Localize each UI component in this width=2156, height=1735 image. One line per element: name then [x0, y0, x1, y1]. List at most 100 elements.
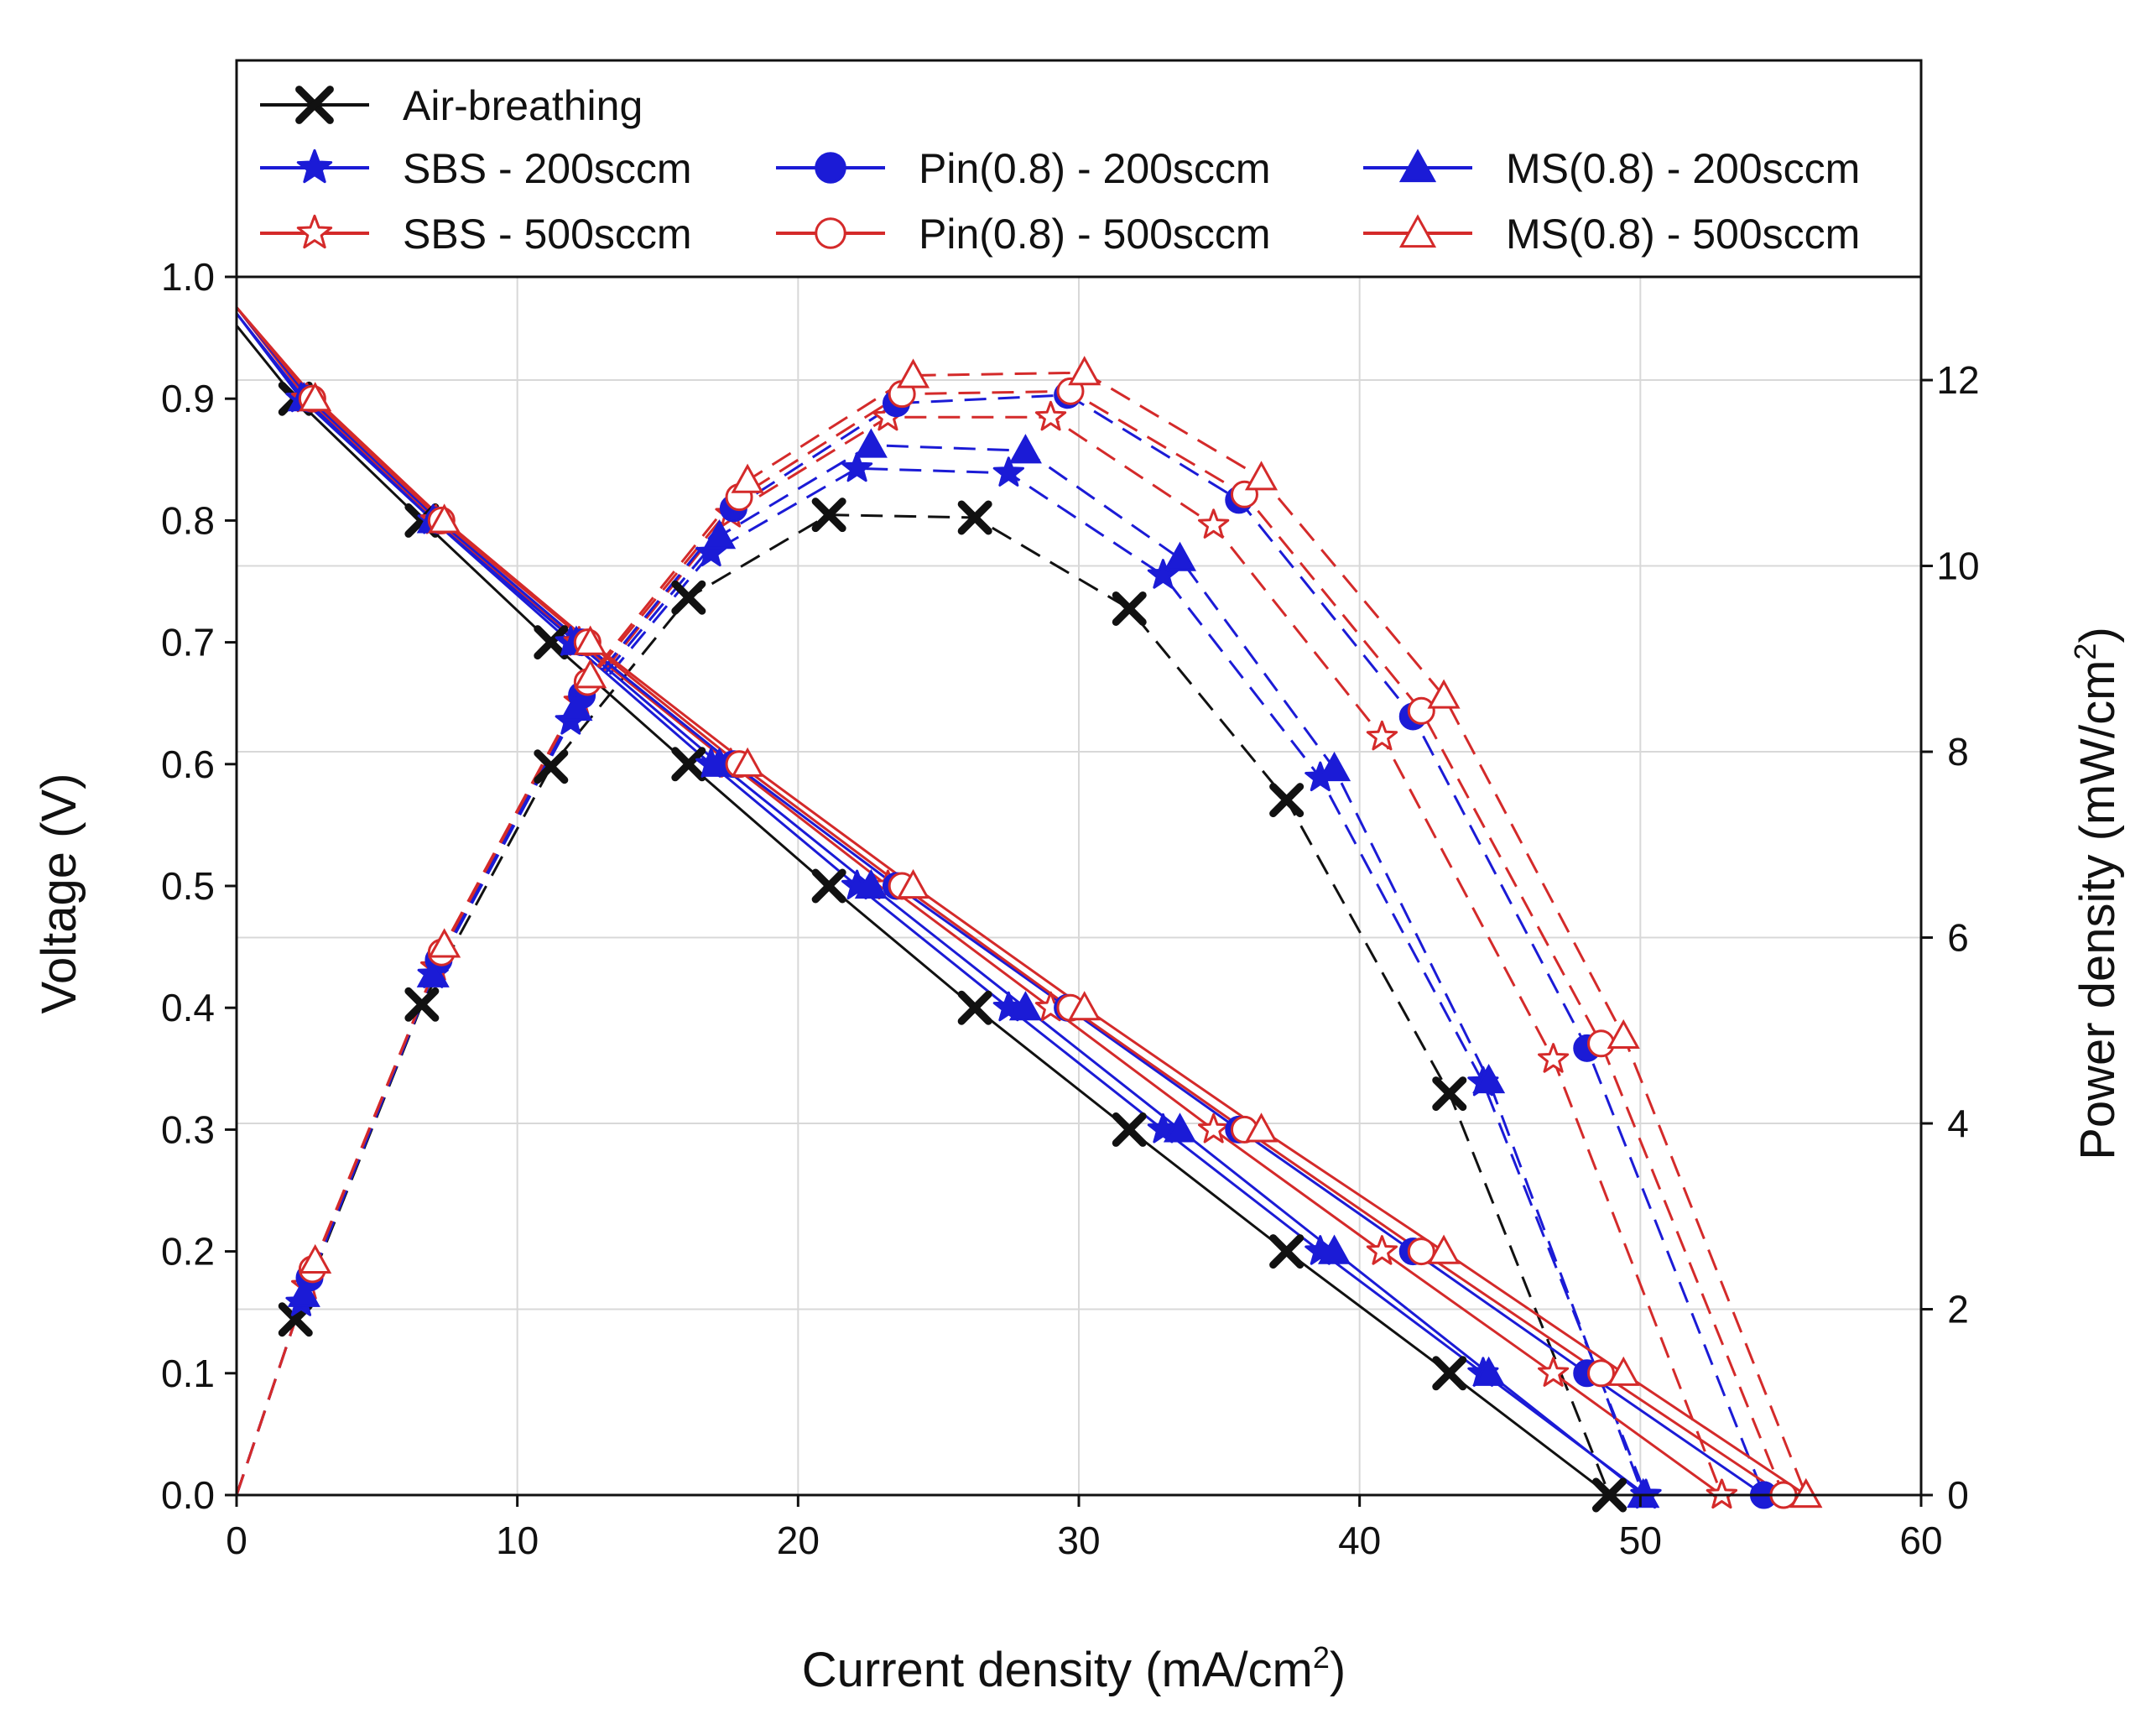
- circle-shape: [1586, 1359, 1615, 1388]
- x-stroke: [1112, 1112, 1147, 1147]
- x-stroke: [404, 987, 440, 1022]
- star-shape: [296, 148, 333, 184]
- circle-shape: [1586, 1029, 1615, 1058]
- legend-marker: [1398, 214, 1437, 248]
- triangle-shape: [854, 428, 888, 458]
- triangle-shape: [1163, 1112, 1197, 1143]
- triangle-shape: [703, 519, 737, 550]
- y-tick-label: 0.5: [161, 864, 215, 908]
- y-tick-label: 0.6: [161, 742, 215, 786]
- y-tick-label: 0.0: [161, 1473, 215, 1517]
- star-shape: [1198, 508, 1230, 539]
- legend-marker: [1398, 148, 1437, 183]
- y2-tick-label: 2: [1947, 1288, 1969, 1331]
- star-shape: [1538, 1043, 1570, 1073]
- triangle-shape: [1244, 1112, 1278, 1143]
- legend-entry: MS(0.8) - 500sccm: [1363, 211, 1860, 258]
- legend-marker: [296, 214, 333, 249]
- power-curve-pin-0-8-500sccm: [235, 389, 1785, 1496]
- y2-axis-label: Power density (mW/cm2): [2068, 627, 2125, 1160]
- power-point-air-breathing: [671, 580, 706, 615]
- power-point-ms-0-8-200sccm: [1472, 1063, 1506, 1094]
- triangle-shape: [1427, 679, 1461, 709]
- power-curve-sbs-200sccm: [235, 466, 1648, 1496]
- x-tick-label: 60: [1899, 1519, 1942, 1562]
- x-stroke: [957, 990, 992, 1025]
- power-point-ms-0-8-500sccm: [1068, 356, 1101, 386]
- y-tick-label: 0.1: [161, 1352, 215, 1395]
- triangle-shape: [1317, 751, 1351, 782]
- triangle-shape: [299, 1243, 332, 1274]
- power-curve-ms-0-8-500sccm: [235, 371, 1808, 1496]
- legend-entry: SBS - 500sccm: [260, 211, 692, 258]
- legend-label: MS(0.8) - 200sccm: [1506, 145, 1860, 192]
- power-point-sbs-500sccm: [1538, 1043, 1570, 1073]
- triangle-shape: [416, 957, 450, 987]
- triangle-shape: [1068, 991, 1101, 1021]
- grid-lines: [237, 277, 1921, 1495]
- y2-tick-label: 4: [1947, 1102, 1969, 1145]
- legend-label: Pin(0.8) - 200sccm: [919, 145, 1271, 192]
- voltage-point-ms-0-8-200sccm: [1008, 991, 1042, 1021]
- power-point-air-breathing: [404, 987, 440, 1022]
- triangle-shape: [1472, 1356, 1506, 1386]
- triangle-shape: [428, 928, 461, 958]
- voltage-point-ms-0-8-500sccm: [1607, 1356, 1640, 1386]
- y-tick-label: 0.3: [161, 1107, 215, 1151]
- voltage-point-sbs-500sccm: [1198, 1112, 1230, 1144]
- legend-label: SBS - 200sccm: [403, 145, 692, 192]
- power-point-ms-0-8-500sccm: [299, 1243, 332, 1274]
- triangle-shape: [896, 358, 930, 388]
- voltage-point-ms-0-8-500sccm: [574, 625, 607, 655]
- legend-entry: MS(0.8) - 200sccm: [1363, 145, 1860, 192]
- x-axis-label: Current density (mA/cm2): [802, 1640, 1346, 1697]
- power-point-air-breathing: [811, 498, 846, 533]
- x-stroke: [534, 625, 569, 660]
- triangle-shape: [299, 382, 332, 412]
- legend: Air-breathing SBS - 200sccm Pin(0.8) - 200…: [260, 82, 1860, 258]
- voltage-point-ms-0-8-500sccm: [428, 503, 461, 534]
- legend-label: MS(0.8) - 500sccm: [1506, 211, 1860, 258]
- y-axis-label: Voltage (V): [32, 774, 86, 1014]
- triangle-shape: [1068, 356, 1101, 386]
- triangle-shape: [731, 747, 764, 777]
- legend-entry: Pin(0.8) - 200sccm: [776, 145, 1271, 192]
- legend-marker: [295, 86, 334, 124]
- y-tick-label: 0.7: [161, 621, 215, 664]
- voltage-point-ms-0-8-500sccm: [1244, 1112, 1278, 1143]
- legend-entry: SBS - 200sccm: [260, 145, 692, 192]
- triangle-shape: [1244, 461, 1278, 491]
- power-point-ms-0-8-200sccm: [854, 428, 888, 458]
- x-tick-label: 0: [226, 1519, 247, 1562]
- triangle-shape: [1008, 991, 1042, 1021]
- voltage-point-air-breathing: [1432, 1356, 1467, 1391]
- star-shape: [1198, 1112, 1230, 1144]
- triangle-shape: [731, 463, 764, 493]
- voltage-curve-sbs-200sccm: [235, 312, 1647, 1497]
- x-tick-label: 30: [1057, 1519, 1100, 1562]
- power-point-pin-0-8-500sccm: [1586, 1029, 1615, 1058]
- x-tick-label: 20: [777, 1519, 820, 1562]
- x-stroke: [671, 580, 706, 615]
- star-shape: [1706, 1478, 1737, 1509]
- power-point-pin-0-8-500sccm: [1407, 696, 1435, 725]
- power-point-air-breathing: [1432, 1076, 1467, 1112]
- voltage-point-air-breathing: [1112, 1112, 1147, 1147]
- power-point-ms-0-8-500sccm: [731, 463, 764, 493]
- y2-tick-label: 12: [1936, 358, 1979, 402]
- x-stroke: [534, 749, 569, 784]
- x-stroke: [957, 500, 992, 535]
- y2-tick-label: 8: [1947, 730, 1969, 774]
- power-point-ms-0-8-200sccm: [560, 690, 593, 722]
- voltage-point-ms-0-8-200sccm: [1472, 1356, 1506, 1386]
- legend-label: Pin(0.8) - 500sccm: [919, 211, 1271, 258]
- legend-label: Air-breathing: [403, 82, 643, 129]
- triangle-shape: [1008, 434, 1042, 464]
- axis-ticks: 0 10 20 30 40 50 600.00.10.20.30.40.50.60.70.8…: [161, 255, 1980, 1562]
- power-point-ms-0-8-200sccm: [703, 519, 737, 550]
- star-shape: [841, 451, 873, 482]
- y-tick-label: 1.0: [161, 255, 215, 299]
- power-point-ms-0-8-500sccm: [1789, 1477, 1823, 1508]
- power-point-ms-0-8-500sccm: [1244, 461, 1278, 491]
- y2-tick-label: 10: [1936, 544, 1979, 588]
